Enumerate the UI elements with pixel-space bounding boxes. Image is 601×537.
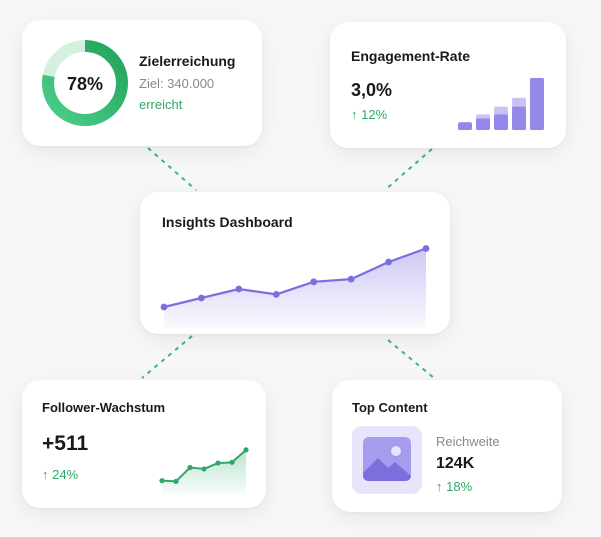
- dashboard-chart-point: [422, 245, 430, 252]
- follower-chart-point: [173, 478, 179, 484]
- content-thumbnail[interactable]: [352, 426, 422, 494]
- dashboard-area-chart: [160, 245, 430, 328]
- engagement-bar: [512, 106, 526, 130]
- follower-chart-point: [229, 459, 235, 465]
- follower-chart-point: [159, 478, 165, 484]
- dashboard-chart-point: [347, 275, 355, 283]
- follower-value: +511: [42, 432, 89, 455]
- goal-ring-progress: [42, 40, 128, 126]
- insights-dashboard-card[interactable]: Insights Dashboard: [140, 192, 450, 334]
- goal-status: erreicht: [139, 97, 183, 112]
- engagement-title: Engagement-Rate: [351, 48, 471, 64]
- reach-value: 124K: [436, 455, 475, 472]
- engagement-bar: [476, 118, 490, 130]
- goal-card[interactable]: 78% Zielerreichung Ziel: 340.000 erreich…: [22, 20, 262, 146]
- dashboard-chart-line: [163, 247, 427, 309]
- follower-chart-point: [187, 464, 193, 471]
- dashboard-chart-point: [160, 303, 168, 311]
- follower-chart-area: [162, 449, 246, 494]
- engagement-card[interactable]: Engagement-Rate 3,0% ↑ 12%: [330, 22, 566, 148]
- dashboard-chart-point: [235, 285, 243, 293]
- engagement-change: ↑ 12%: [351, 107, 388, 122]
- image-icon: [363, 437, 411, 481]
- follower-chart-point: [201, 466, 207, 472]
- reach-change: ↑ 18%: [436, 479, 473, 494]
- engagement-value: 3,0%: [351, 80, 393, 100]
- dashboard-chart-point: [272, 291, 280, 298]
- engagement-bar: [530, 78, 544, 130]
- follower-change: ↑ 24%: [42, 467, 79, 482]
- top-content-card[interactable]: Top Content Reichweite 124K ↑ 18%: [332, 380, 562, 512]
- follower-chart-point: [215, 460, 221, 466]
- dashboard-chart-point: [310, 278, 318, 286]
- follower-chart-point: [243, 447, 249, 453]
- engagement-bar-chart: [458, 78, 544, 130]
- reach-label: Reichweite: [436, 434, 500, 449]
- goal-title: Zielerreichung: [139, 53, 236, 69]
- follower-area-chart: [159, 447, 249, 494]
- follower-growth-card[interactable]: Follower-Wachstum +511 ↑ 24%: [22, 380, 266, 508]
- dashboard-title: Insights Dashboard: [162, 214, 293, 230]
- dashboard-chart-point: [198, 294, 205, 302]
- goal-progress-ring: [42, 40, 128, 126]
- top-content-title: Top Content: [352, 400, 428, 415]
- goal-percent: 78%: [66, 74, 104, 94]
- dashboard-chart-point: [385, 258, 392, 266]
- goal-target: Ziel: 340.000: [139, 76, 215, 91]
- follower-title: Follower-Wachstum: [42, 400, 166, 415]
- engagement-bar: [494, 114, 508, 130]
- engagement-bar: [458, 122, 472, 130]
